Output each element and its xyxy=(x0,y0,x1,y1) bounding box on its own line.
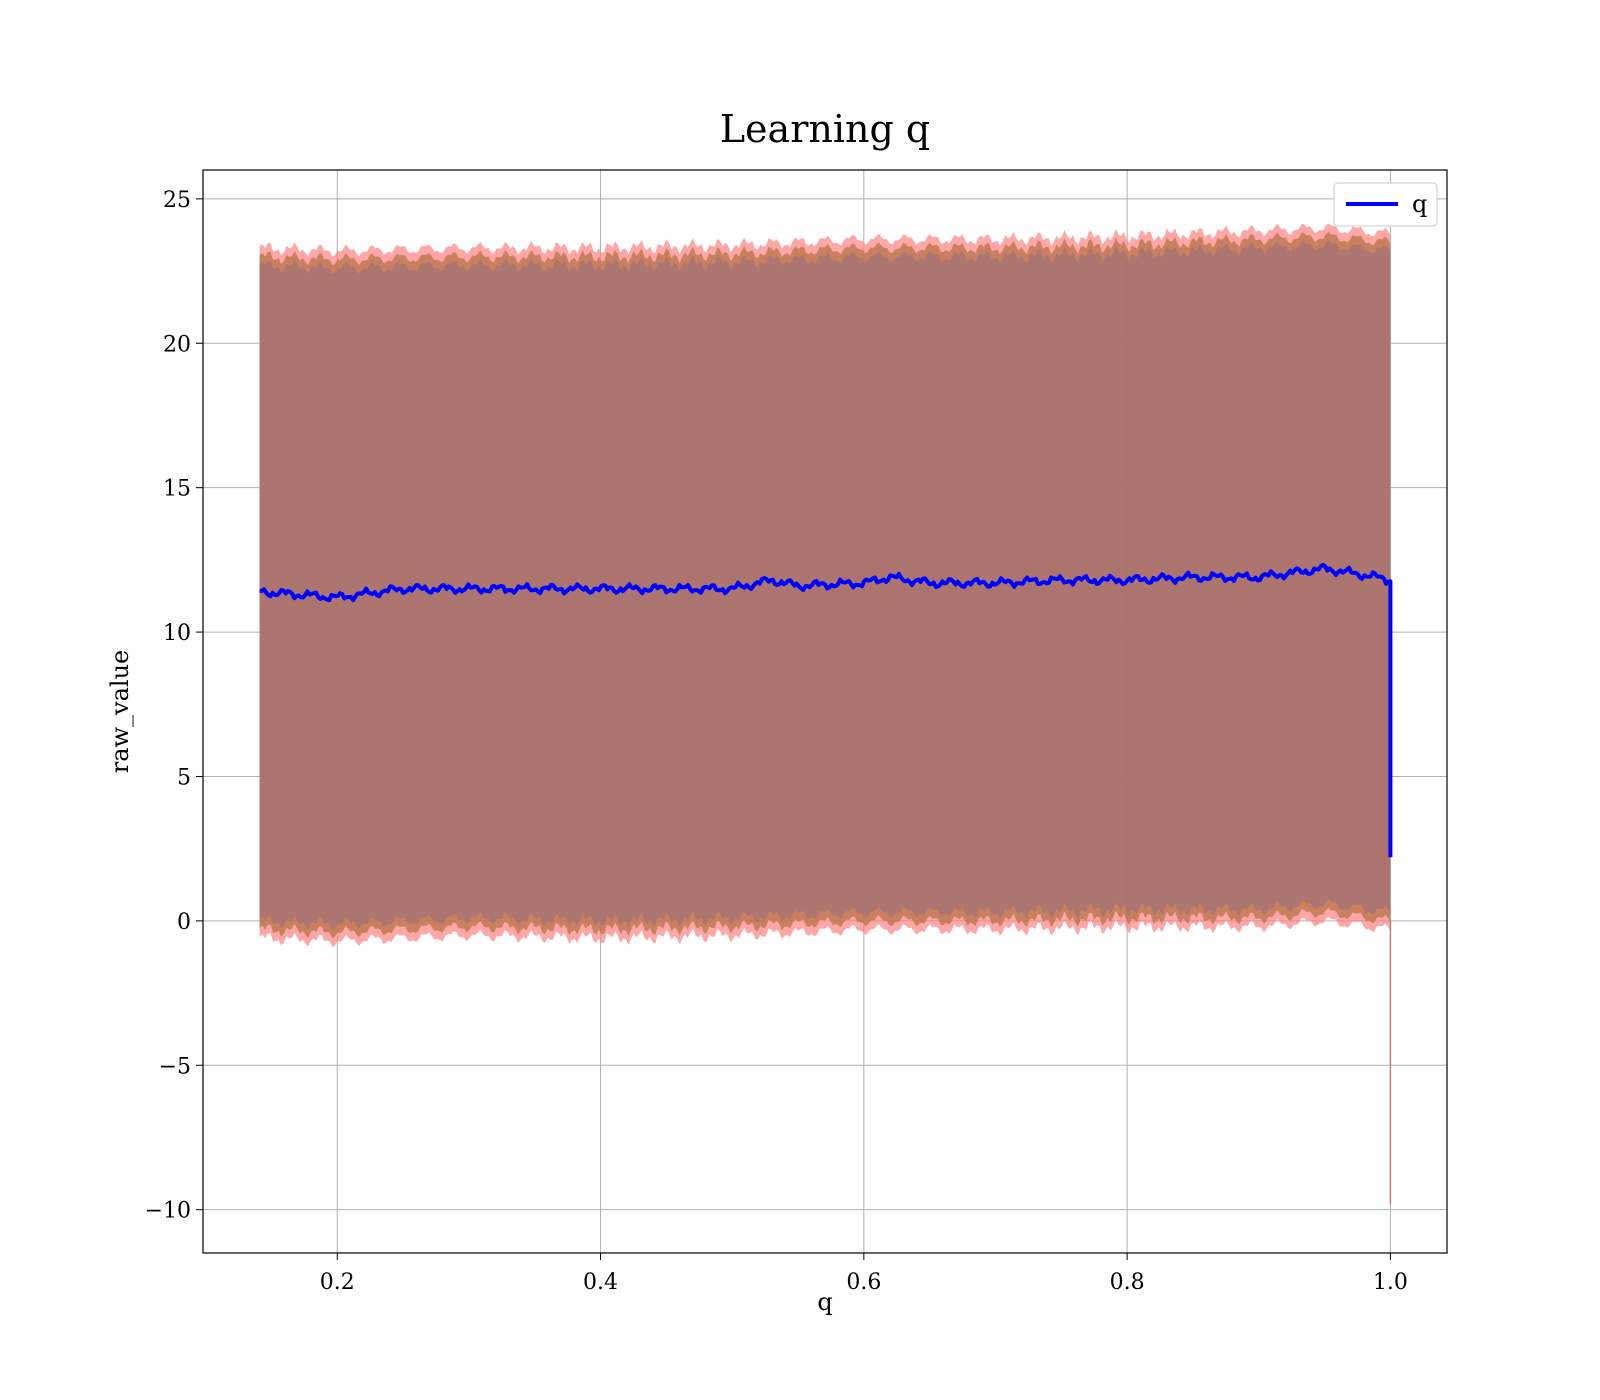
series xyxy=(259,562,1393,858)
bands xyxy=(259,223,1392,1204)
legend-label-q: q xyxy=(1412,190,1427,218)
y-tick-label: −5 xyxy=(159,1054,191,1079)
y-tick-label: 25 xyxy=(163,188,191,213)
x-tick-label: 0.8 xyxy=(1110,1270,1145,1295)
legend: q xyxy=(1333,182,1438,227)
x-tick-label: 0.6 xyxy=(846,1270,881,1295)
y-tick-label: 10 xyxy=(163,621,191,646)
y-tick-label: 5 xyxy=(177,765,191,790)
x-axis-label: q xyxy=(817,1288,832,1316)
y-tick-label: 20 xyxy=(163,332,191,357)
chart-title: Learning q xyxy=(720,107,930,151)
x-tick-label: 1.0 xyxy=(1373,1270,1408,1295)
plot-frame xyxy=(202,169,1448,1254)
series-line-q xyxy=(259,562,1393,858)
x-tick-label: 0.2 xyxy=(320,1270,355,1295)
x-tick-label: 0.4 xyxy=(583,1270,618,1295)
y-tick-label: 15 xyxy=(163,477,191,502)
y-axis-label: raw_value xyxy=(106,650,134,774)
x-ticks: 0.2 0.4 0.6 0.8 1.0 xyxy=(320,1253,1408,1295)
y-ticks: −10 −5 0 5 10 15 20 25 xyxy=(145,188,203,1224)
y-tick-label: −10 xyxy=(145,1199,191,1224)
y-tick-label: 0 xyxy=(177,910,191,935)
